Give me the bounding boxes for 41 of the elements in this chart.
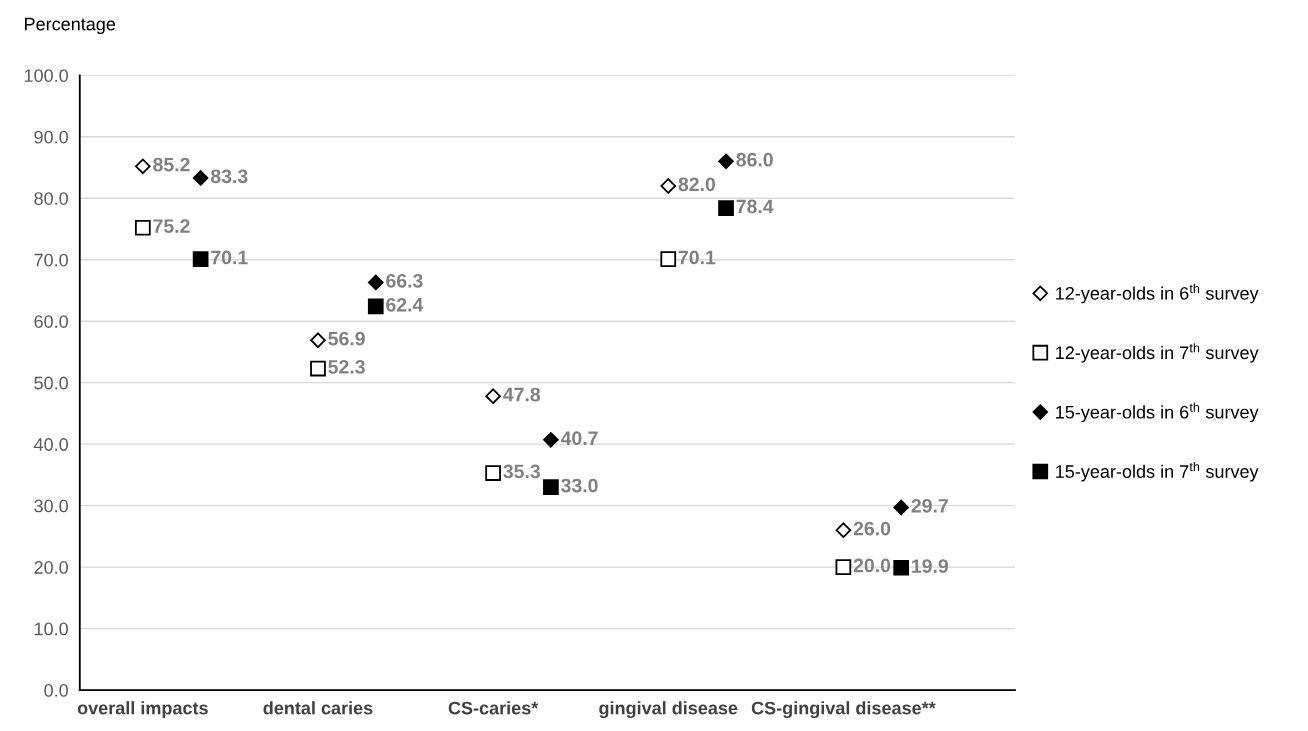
- y-tick-label: 100.0: [24, 69, 68, 83]
- legend-label: 15-year-olds in 7$^{th}$ survey: [1056, 461, 1259, 482]
- data-label: 86.0: [736, 152, 773, 167]
- x-tick-label: dental caries: [263, 701, 373, 715]
- y-axis-title: Percentage: [25, 17, 116, 34]
- data-label: 47.8: [503, 387, 541, 402]
- data-label: 20.0: [853, 558, 891, 573]
- data-label: 56.9: [328, 331, 365, 346]
- y-tick-label: 20.0: [34, 561, 68, 574]
- data-label: 19.9: [912, 559, 949, 573]
- data-label: 29.7: [911, 498, 948, 513]
- y-tick-label: 60.0: [34, 315, 68, 328]
- y-tick-label: 10.0: [34, 622, 68, 636]
- x-tick-label: gingival disease: [599, 701, 738, 719]
- x-tick-label: CS-gingival disease**: [751, 701, 936, 719]
- y-tick-label: 40.0: [33, 438, 68, 451]
- y-tick-label: 70.0: [34, 253, 68, 267]
- data-label: 83.3: [210, 169, 248, 184]
- data-label: 66.3: [386, 273, 423, 288]
- data-label: 82.0: [678, 177, 716, 192]
- data-label: 70.1: [678, 250, 716, 265]
- legend-label: 12-year-olds in 7$^{th}$ survey: [1056, 343, 1259, 363]
- data-label: 75.2: [153, 219, 190, 233]
- data-label: 70.1: [211, 250, 248, 265]
- data-label: 40.7: [560, 431, 598, 446]
- y-tick-label: 0.0: [44, 684, 68, 697]
- data-label: 52.3: [328, 359, 365, 374]
- y-tick-label: 80.0: [34, 192, 68, 205]
- y-tick-label: 50.0: [34, 376, 68, 390]
- data-label: 78.4: [736, 199, 774, 214]
- x-tick-label: overall impacts: [77, 701, 208, 719]
- legend-label: 15-year-olds in 6$^{th}$ survey: [1056, 402, 1259, 423]
- y-tick-label: 30.0: [34, 499, 68, 513]
- y-tick-label: 90.0: [34, 130, 68, 144]
- data-label: 35.3: [503, 464, 540, 479]
- data-label: 33.0: [561, 478, 598, 493]
- legend-label: 12-year-olds in 6$^{th}$ survey: [1056, 283, 1259, 304]
- data-label: 85.2: [153, 157, 190, 172]
- x-tick-label: CS-caries*: [448, 701, 539, 715]
- data-label: 62.4: [386, 297, 424, 312]
- data-label: 26.0: [853, 521, 891, 536]
